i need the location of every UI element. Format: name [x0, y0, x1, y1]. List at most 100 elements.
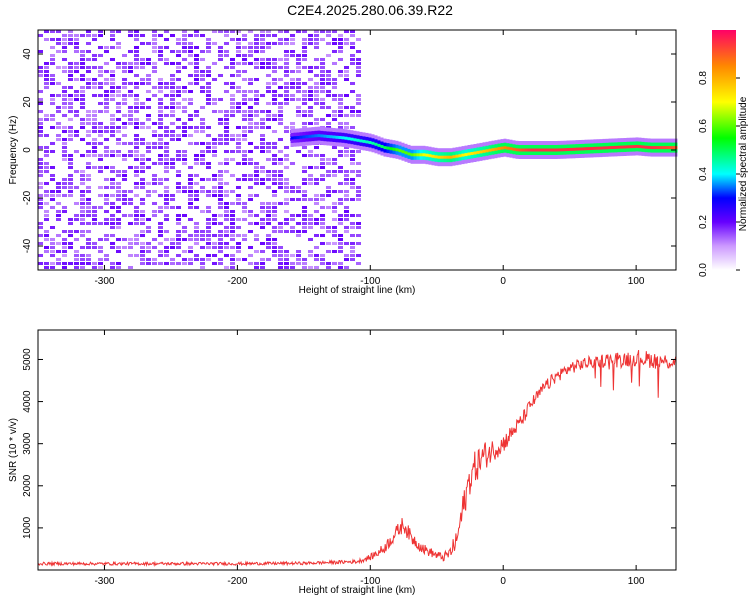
- noise-cell: [38, 226, 43, 229]
- noise-cell: [116, 194, 121, 197]
- noise-cell: [224, 42, 229, 45]
- noise-cell: [248, 106, 253, 109]
- noise-cell: [182, 122, 187, 125]
- noise-cell: [62, 94, 67, 97]
- noise-cell: [356, 242, 361, 245]
- noise-cell: [254, 38, 259, 41]
- noise-cell: [194, 110, 199, 113]
- noise-cell: [290, 254, 295, 257]
- noise-cell: [344, 74, 349, 77]
- noise-cell: [176, 106, 181, 109]
- noise-cell: [206, 146, 211, 149]
- noise-cell: [272, 242, 277, 245]
- noise-cell: [194, 78, 199, 81]
- noise-cell: [332, 62, 337, 65]
- noise-cell: [296, 214, 301, 217]
- noise-cell: [134, 170, 139, 173]
- noise-cell: [176, 70, 181, 73]
- noise-cell: [176, 230, 181, 233]
- noise-cell: [314, 102, 319, 105]
- noise-cell: [344, 266, 349, 269]
- noise-cell: [212, 102, 217, 105]
- noise-cell: [194, 114, 199, 117]
- noise-cell: [236, 198, 241, 201]
- track-core: [653, 146, 657, 150]
- track-core: [299, 135, 303, 139]
- noise-cell: [206, 258, 211, 261]
- noise-cell: [218, 142, 223, 145]
- noise-cell: [128, 254, 133, 257]
- noise-cell: [218, 74, 223, 77]
- noise-cell: [284, 262, 289, 265]
- noise-cell: [260, 250, 265, 253]
- noise-cell: [44, 118, 49, 121]
- noise-cell: [140, 58, 145, 61]
- noise-cell: [56, 122, 61, 125]
- noise-cell: [302, 182, 307, 185]
- noise-cell: [188, 218, 193, 221]
- noise-cell: [176, 222, 181, 225]
- noise-cell: [302, 58, 307, 61]
- noise-cell: [44, 246, 49, 249]
- noise-cell: [236, 186, 241, 189]
- noise-cell: [194, 242, 199, 245]
- noise-cell: [338, 106, 343, 109]
- noise-cell: [176, 170, 181, 173]
- noise-cell: [206, 150, 211, 153]
- noise-cell: [236, 62, 241, 65]
- noise-cell: [98, 134, 103, 137]
- noise-cell: [356, 254, 361, 257]
- noise-cell: [212, 150, 217, 153]
- noise-cell: [50, 58, 55, 61]
- noise-cell: [188, 238, 193, 241]
- noise-cell: [242, 218, 247, 221]
- noise-cell: [308, 182, 313, 185]
- noise-cell: [80, 154, 85, 157]
- noise-cell: [158, 122, 163, 125]
- noise-cell: [74, 170, 79, 173]
- track-core: [395, 148, 399, 152]
- noise-cell: [98, 66, 103, 69]
- track-core: [659, 146, 663, 150]
- noise-cell: [158, 46, 163, 49]
- noise-cell: [104, 178, 109, 181]
- noise-cell: [188, 234, 193, 237]
- noise-cell: [284, 38, 289, 41]
- noise-cell: [260, 210, 265, 213]
- noise-cell: [284, 94, 289, 97]
- noise-cell: [68, 86, 73, 89]
- track-core: [389, 147, 393, 151]
- noise-cell: [308, 198, 313, 201]
- noise-cell: [284, 86, 289, 89]
- noise-cell: [50, 82, 55, 85]
- noise-cell: [50, 206, 55, 209]
- noise-cell: [74, 78, 79, 81]
- noise-cell: [122, 202, 127, 205]
- noise-cell: [236, 50, 241, 53]
- noise-cell: [158, 182, 163, 185]
- noise-cell: [74, 214, 79, 217]
- noise-cell: [320, 66, 325, 69]
- noise-cell: [140, 82, 145, 85]
- noise-cell: [128, 34, 133, 37]
- noise-cell: [98, 86, 103, 89]
- track-core: [668, 146, 672, 150]
- noise-cell: [98, 170, 103, 173]
- noise-cell: [284, 158, 289, 161]
- noise-cell: [224, 214, 229, 217]
- noise-cell: [344, 42, 349, 45]
- noise-cell: [86, 142, 91, 145]
- noise-cell: [266, 42, 271, 45]
- noise-cell: [278, 78, 283, 81]
- noise-cell: [116, 62, 121, 65]
- noise-cell: [122, 214, 127, 217]
- noise-cell: [122, 62, 127, 65]
- noise-cell: [62, 254, 67, 257]
- noise-cell: [158, 242, 163, 245]
- noise-cell: [56, 194, 61, 197]
- noise-cell: [350, 182, 355, 185]
- noise-cell: [128, 122, 133, 125]
- noise-cell: [326, 174, 331, 177]
- noise-cell: [254, 222, 259, 225]
- noise-cell: [56, 134, 61, 137]
